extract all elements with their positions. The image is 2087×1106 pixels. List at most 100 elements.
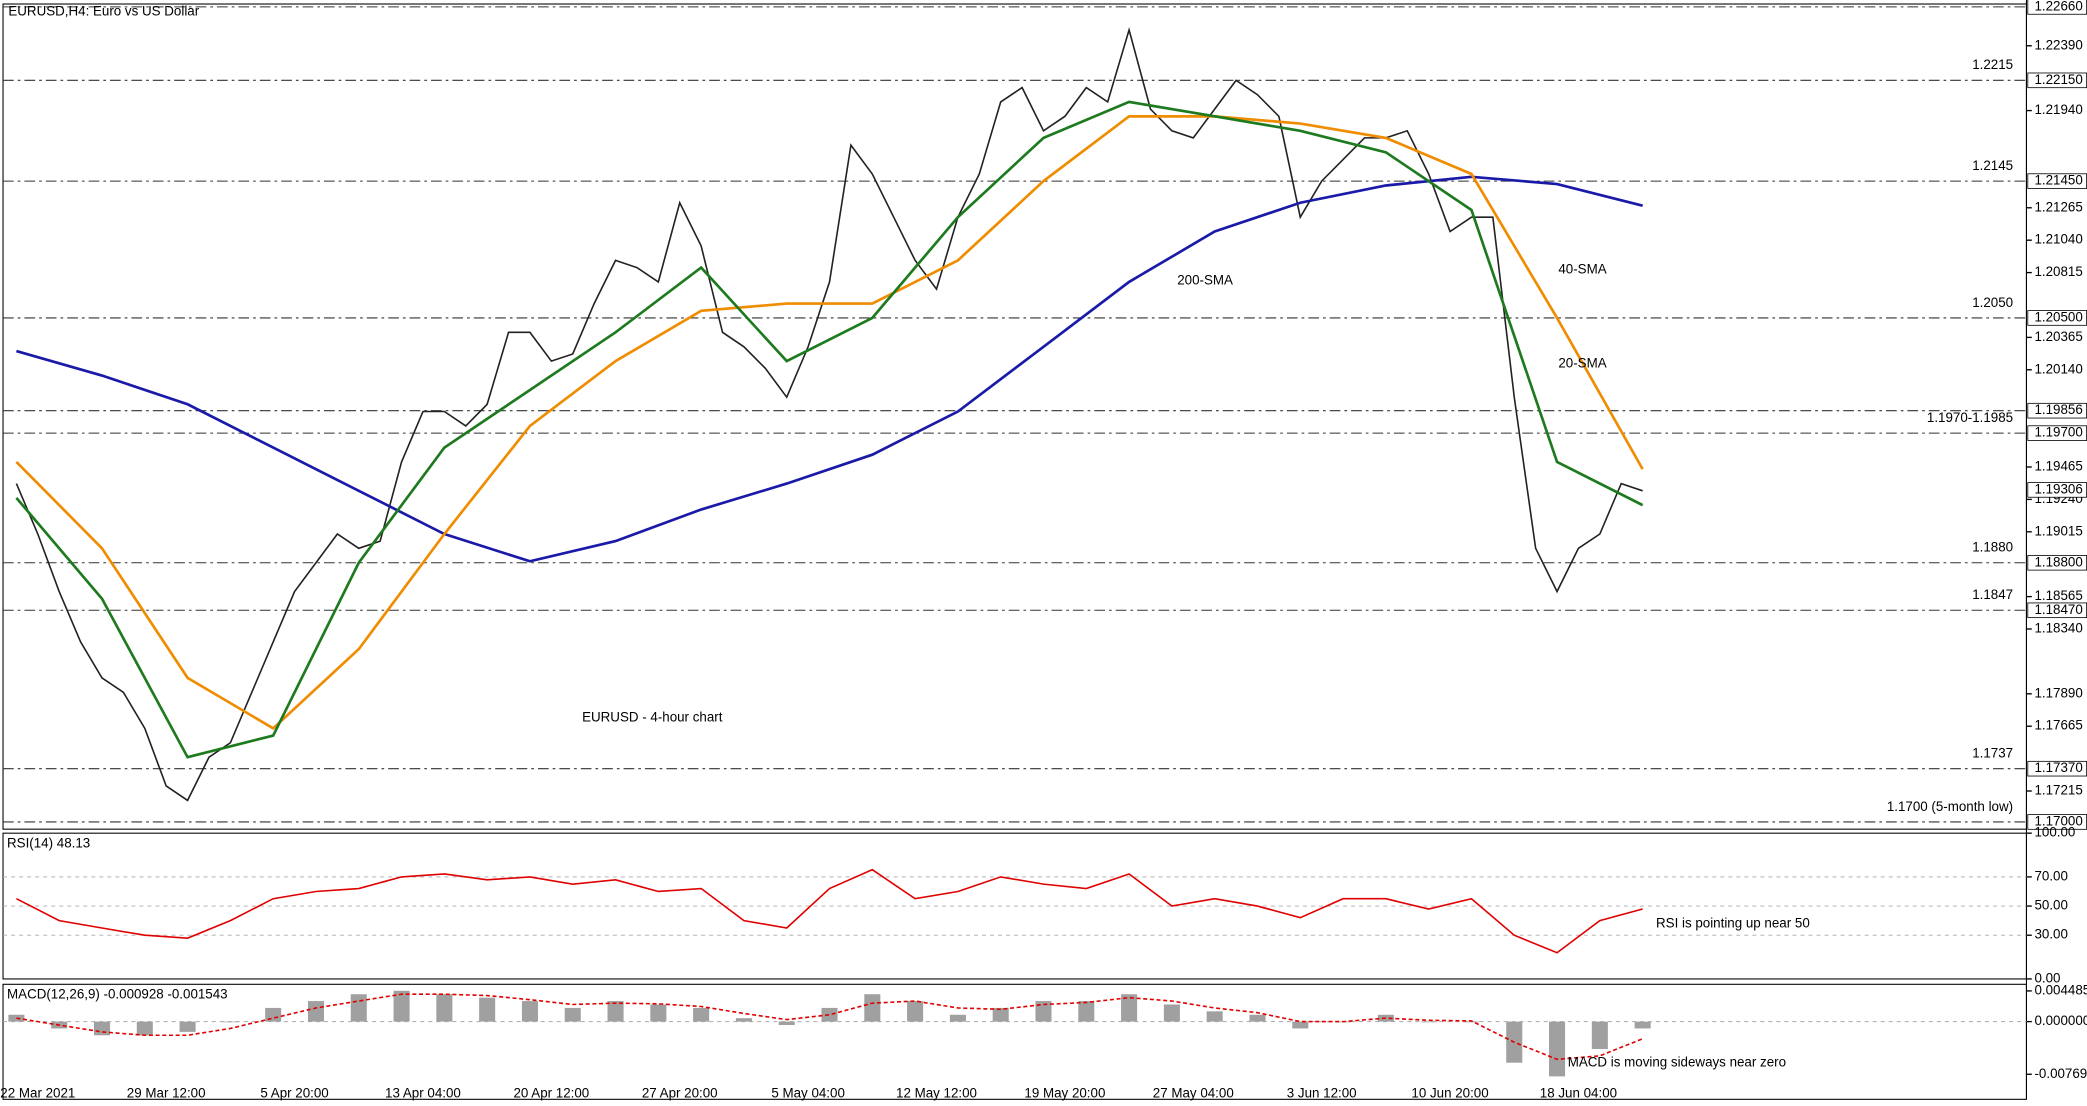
level-note: 1.2145 (1972, 158, 2013, 173)
macd-bar (1591, 1021, 1608, 1049)
level-label: 1.22150 (2034, 72, 2082, 87)
macd-bar (821, 1007, 838, 1022)
macd-bar (650, 1004, 667, 1022)
y-tick-label: 1.18340 (2034, 621, 2082, 636)
level-note: 1.1700 (5-month low) (1887, 799, 2013, 814)
macd-bar (607, 1001, 624, 1022)
chart-title: EURUSD - 4-hour chart (582, 710, 723, 725)
macd-bar (307, 1001, 324, 1022)
level-label: 1.20500 (2034, 309, 2082, 324)
macd-bar (1249, 1014, 1266, 1022)
y-tick-label: 1.20815 (2034, 264, 2082, 279)
panel-frame (2, 983, 2027, 1100)
y-tick-label: 1.21040 (2034, 232, 2082, 247)
level-label: 1.21450 (2034, 173, 2082, 188)
macd-bar (222, 1021, 239, 1023)
x-tick-label: 20 Apr 12:00 (513, 1085, 589, 1100)
series-label: 40-SMA (1558, 262, 1606, 277)
sma-line (15, 115, 1644, 730)
chart-subtitle: EURUSD,H4: Euro vs US Dollar (8, 4, 199, 19)
y-tick-label: 70.00 (2034, 868, 2067, 883)
macd-bar (1292, 1021, 1309, 1029)
y-tick-label: 1.20365 (2034, 329, 2082, 344)
x-tick-label: 27 Apr 20:00 (642, 1085, 718, 1100)
macd-bar (564, 1007, 581, 1022)
macd-bar (1549, 1021, 1566, 1077)
y-tick-label: 1.17215 (2034, 783, 2082, 798)
series-label: 20-SMA (1558, 355, 1606, 370)
level-note: 1.1880 (1972, 540, 2013, 555)
level-label: 1.18470 (2034, 602, 2082, 617)
y-tick-label: 1.19015 (2034, 523, 2082, 538)
macd-bar (992, 1007, 1009, 1022)
panel-note: MACD is moving sideways near zero (1568, 1055, 1786, 1070)
x-tick-label: 13 Apr 04:00 (385, 1085, 461, 1100)
panel-title: MACD(12,26,9) -0.000928 -0.001543 (7, 987, 228, 1002)
y-tick-label: 0.000000 (2034, 1013, 2087, 1028)
macd-bar (1035, 1001, 1052, 1022)
macd-bar (1463, 1021, 1480, 1023)
macd-bar (1634, 1021, 1651, 1029)
y-tick-label: 1.22390 (2034, 37, 2082, 52)
y-tick-label: 50.00 (2034, 898, 2067, 913)
macd-bar (436, 994, 453, 1022)
macd-bar (393, 990, 410, 1022)
macd-bar (907, 1001, 924, 1022)
indicator-line (16, 993, 1643, 1061)
macd-bar (265, 1007, 282, 1022)
level-label: 1.19856 (2034, 402, 2082, 417)
macd-bar (735, 1018, 752, 1022)
x-tick-label: 5 May 04:00 (771, 1085, 845, 1100)
macd-bar (1078, 1001, 1095, 1022)
price-label: 1.19306 (2034, 481, 2082, 496)
level-note: 1.1737 (1972, 746, 2013, 761)
y-tick-label: -0.007691 (2034, 1066, 2087, 1081)
macd-bar (778, 1021, 795, 1026)
macd-bar (693, 1007, 710, 1022)
y-tick-label: 1.21265 (2034, 199, 2082, 214)
sma-line (16, 175, 1643, 563)
macd-bar (521, 1001, 538, 1022)
x-tick-label: 19 May 20:00 (1024, 1085, 1105, 1100)
macd-bar (864, 994, 881, 1022)
x-tick-label: 29 Mar 12:00 (127, 1085, 206, 1100)
y-tick-label: 30.00 (2034, 927, 2067, 942)
macd-bar (350, 994, 367, 1022)
x-tick-label: 12 May 12:00 (896, 1085, 977, 1100)
price-line (15, 27, 1643, 802)
macd-bar (93, 1021, 111, 1036)
macd-bar (1163, 1004, 1180, 1022)
macd-bar (136, 1021, 153, 1036)
y-tick-label: 0.004485 (2034, 982, 2087, 997)
level-label: 1.17370 (2034, 760, 2082, 775)
level-note: 1.2215 (1972, 57, 2013, 72)
panel-note: RSI is pointing up near 50 (1656, 916, 1810, 931)
level-note: 1.1847 (1972, 587, 2013, 602)
indicator-line (16, 868, 1643, 954)
y-tick-label: 1.17890 (2034, 685, 2082, 700)
x-tick-label: 3 Jun 12:00 (1287, 1085, 1357, 1100)
y-tick-label: 100.00 (2034, 825, 2075, 840)
level-label: 1.22660 (2034, 0, 2082, 13)
y-tick-label: 1.18565 (2034, 588, 2082, 603)
level-note: 1.2050 (1972, 295, 2013, 310)
series-label: 200-SMA (1177, 272, 1233, 287)
y-tick-label: 0.00 (2034, 970, 2060, 985)
y-tick-label: 1.17665 (2034, 718, 2082, 733)
y-tick-label: 1.21940 (2034, 102, 2082, 117)
x-tick-label: 27 May 04:00 (1153, 1085, 1234, 1100)
sma-line (15, 100, 1644, 759)
macd-bar (479, 997, 496, 1022)
x-tick-label: 5 Apr 20:00 (260, 1085, 328, 1100)
x-tick-label: 22 Mar 2021 (0, 1085, 75, 1100)
y-tick-label: 1.19465 (2034, 459, 2082, 474)
x-tick-label: 18 Jun 04:00 (1540, 1085, 1617, 1100)
level-label: 1.17000 (2034, 813, 2082, 828)
level-label: 1.18800 (2034, 554, 2082, 569)
macd-bar (1206, 1011, 1223, 1022)
macd-bar (179, 1021, 196, 1032)
panel-title: RSI(14) 48.13 (7, 835, 90, 850)
level-label: 1.19700 (2034, 425, 2082, 440)
